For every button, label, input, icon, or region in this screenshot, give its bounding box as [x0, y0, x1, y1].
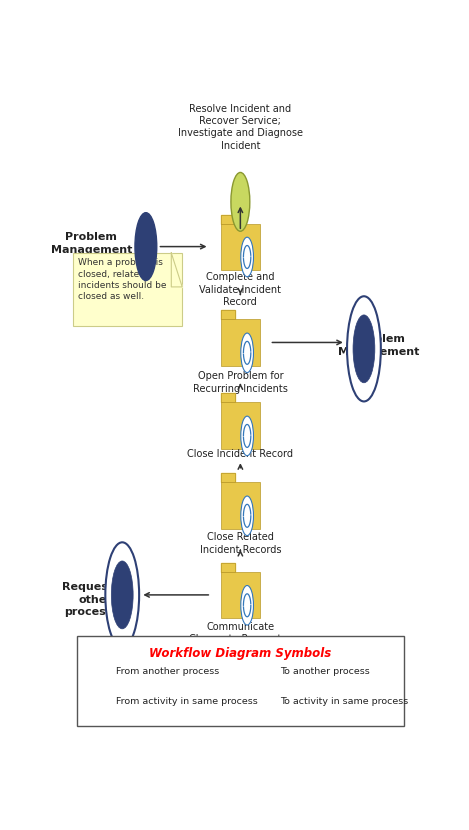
Ellipse shape [241, 333, 253, 373]
Text: Close Incident Record: Close Incident Record [187, 449, 294, 459]
Polygon shape [221, 393, 234, 403]
FancyBboxPatch shape [221, 403, 260, 448]
Text: Problem
Management: Problem Management [51, 232, 132, 255]
Text: Resolve Incident and
Recover Service;
Investigate and Diagnose
Incident: Resolve Incident and Recover Service; In… [178, 104, 303, 151]
Polygon shape [221, 214, 234, 223]
Ellipse shape [353, 315, 375, 383]
Text: Complete and
Validate Incident
Record: Complete and Validate Incident Record [199, 272, 281, 307]
Ellipse shape [97, 686, 107, 717]
FancyBboxPatch shape [221, 223, 260, 270]
Ellipse shape [258, 647, 274, 696]
Polygon shape [221, 310, 234, 320]
Ellipse shape [111, 561, 133, 629]
Ellipse shape [241, 496, 253, 535]
Ellipse shape [241, 585, 253, 625]
Ellipse shape [241, 416, 253, 456]
Text: From another process: From another process [116, 667, 219, 676]
Text: When a problem is
closed, related
incidents should be
closed as well.: When a problem is closed, related incide… [77, 258, 166, 301]
Ellipse shape [241, 237, 253, 276]
FancyBboxPatch shape [77, 637, 404, 726]
Ellipse shape [258, 677, 274, 726]
Polygon shape [171, 253, 182, 287]
Ellipse shape [106, 542, 139, 647]
Polygon shape [221, 563, 234, 572]
Text: To another process: To another process [280, 667, 370, 676]
Ellipse shape [97, 656, 107, 687]
Ellipse shape [231, 173, 250, 232]
Text: Problem
Management: Problem Management [338, 334, 419, 357]
Ellipse shape [261, 656, 271, 687]
FancyBboxPatch shape [73, 253, 182, 326]
Ellipse shape [347, 296, 381, 402]
FancyBboxPatch shape [221, 320, 260, 365]
Ellipse shape [261, 686, 271, 717]
Text: Requestor,
other
processes: Requestor, other processes [61, 582, 129, 617]
Text: To activity in same process: To activity in same process [280, 697, 408, 706]
Text: From activity in same process: From activity in same process [116, 697, 258, 706]
Text: Workflow Diagram Symbols: Workflow Diagram Symbols [149, 647, 332, 660]
FancyBboxPatch shape [221, 482, 260, 529]
Polygon shape [221, 473, 234, 482]
Ellipse shape [135, 212, 157, 281]
FancyBboxPatch shape [221, 572, 260, 618]
Text: Communicate
Closure to Requestor: Communicate Closure to Requestor [189, 622, 292, 644]
Text: Close Related
Incident Records: Close Related Incident Records [200, 532, 281, 554]
Text: Open Problem for
Recurring Incidents: Open Problem for Recurring Incidents [193, 371, 288, 393]
